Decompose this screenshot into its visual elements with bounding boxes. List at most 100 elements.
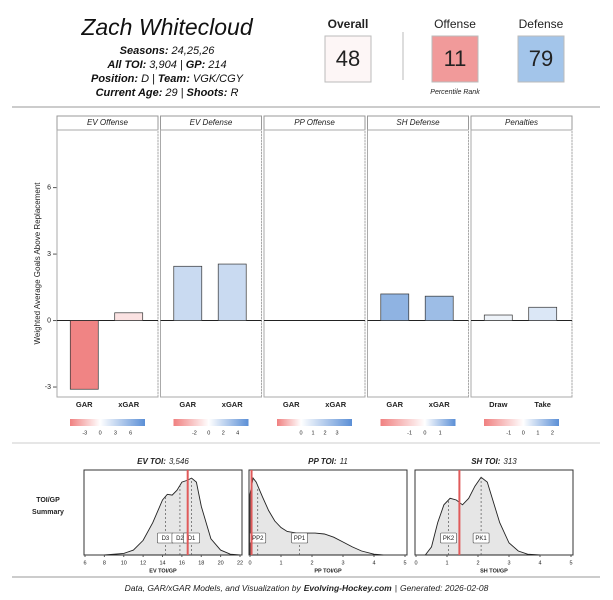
panel [263, 129, 366, 398]
x-tick-label: 22 [237, 560, 243, 566]
info-text: 29 [165, 87, 178, 99]
legend-tick-label: -1 [407, 430, 412, 436]
legend-tick-label: 3 [335, 430, 338, 436]
footer-text: Generated: 2026-02-08 [399, 583, 489, 593]
rating-label: Offense [434, 17, 476, 31]
bar [380, 293, 410, 321]
info-text: Shoots: [186, 87, 228, 99]
category-label: xGAR [222, 400, 243, 409]
footer-text: | [394, 583, 397, 593]
legend-tick-label: 0 [522, 430, 525, 436]
legend-tick-label: 1 [439, 430, 442, 436]
x-tick-label: 3 [341, 560, 344, 566]
tier-box [249, 532, 267, 544]
category-label: Take [534, 400, 551, 409]
x-tick-label: 5 [569, 560, 572, 566]
category-label: GAR [283, 400, 300, 409]
info-text: 24,25,26 [171, 45, 215, 57]
x-tick-label: 2 [310, 560, 313, 566]
color-legend [173, 419, 249, 426]
facet-title: Penalties [505, 118, 538, 127]
info-text: R [230, 87, 239, 99]
legend-tick-label: 2 [222, 430, 225, 436]
facet-title: PP Offense [294, 118, 335, 127]
tier-box [472, 532, 490, 544]
x-axis-label: SH TOI/GP [480, 568, 508, 574]
color-legend [277, 419, 352, 426]
color-legend [70, 419, 145, 426]
x-tick-label: 8 [103, 560, 106, 566]
x-tick-label: 0 [414, 560, 417, 566]
summary-label: TOI/GP [36, 497, 60, 504]
facet-title: EV Offense [87, 118, 128, 127]
x-tick-label: 6 [83, 560, 86, 566]
legend-tick-label: 0 [423, 430, 426, 436]
title-label: EV TOI: [137, 457, 166, 466]
info-text: 3,904 [149, 59, 177, 71]
x-tick-label: 10 [121, 560, 127, 566]
tier-box [440, 532, 457, 544]
legend-tick-label: 2 [323, 430, 326, 436]
rating-box [517, 35, 565, 83]
x-axis-label: EV TOI/GP [149, 568, 177, 574]
category-label: GAR [76, 400, 93, 409]
bar [528, 306, 558, 321]
legend-tick-label: 3 [114, 430, 117, 436]
color-legend [484, 419, 559, 426]
tier-label: D1 [188, 536, 196, 542]
density-curve [249, 477, 384, 556]
title-value: 3,546 [169, 457, 190, 466]
category-label: xGAR [118, 400, 139, 409]
x-tick-label: 1 [445, 560, 448, 566]
info-text: All TOI: [107, 59, 147, 71]
rating-value: 79 [529, 46, 553, 71]
rating-label: Defense [519, 17, 564, 31]
title-label: SH TOI: [471, 457, 501, 466]
bar [217, 263, 247, 321]
info-line: Position: D | Team: VGK/CGY [0, 72, 334, 86]
legend-tick-label: 1 [536, 430, 539, 436]
legend-tick-label: 1 [311, 430, 314, 436]
density-curve [104, 477, 241, 556]
panel [56, 129, 159, 398]
info-text: Seasons: [119, 45, 169, 57]
title-label: PP TOI: [308, 457, 337, 466]
panel [470, 129, 573, 398]
legend-tick-label: 2 [551, 430, 554, 436]
color-legend [380, 419, 456, 426]
info-text: GP: [185, 59, 206, 71]
x-tick-label: 12 [140, 560, 146, 566]
x-tick-label: 5 [403, 560, 406, 566]
panel [160, 129, 262, 398]
rating-note: Percentile Rank [430, 89, 480, 96]
x-axis-label: PP TOI/GP [314, 568, 342, 574]
info-text: D [141, 73, 150, 85]
category-label: xGAR [429, 400, 450, 409]
category-label: GAR [179, 400, 196, 409]
title-value: 313 [503, 457, 517, 466]
tier-label: PP2 [252, 536, 264, 542]
x-tick-label: 4 [538, 560, 541, 566]
category-label: GAR [386, 400, 403, 409]
legend-tick-label: 0 [299, 430, 302, 436]
rating-value: 48 [336, 46, 360, 71]
y-tick-label: -3 [45, 384, 51, 391]
tier-label: D2 [176, 536, 184, 542]
rating-box [431, 35, 479, 83]
rating-value: 11 [444, 46, 467, 71]
bar [483, 314, 513, 321]
info-text: 214 [208, 59, 227, 71]
density-title: EV TOI: 3,546 [137, 457, 189, 466]
tier-label: PK1 [475, 536, 487, 542]
x-tick-label: 2 [476, 560, 479, 566]
legend-tick-label: -2 [192, 430, 197, 436]
rating-label: Overall [328, 17, 369, 31]
tier-label: D3 [162, 536, 170, 542]
legend-tick-label: -1 [506, 430, 511, 436]
y-tick-label: 3 [47, 251, 51, 258]
tier-box [291, 532, 308, 544]
legend-tick-label: 0 [99, 430, 102, 436]
x-tick-label: 3 [507, 560, 510, 566]
